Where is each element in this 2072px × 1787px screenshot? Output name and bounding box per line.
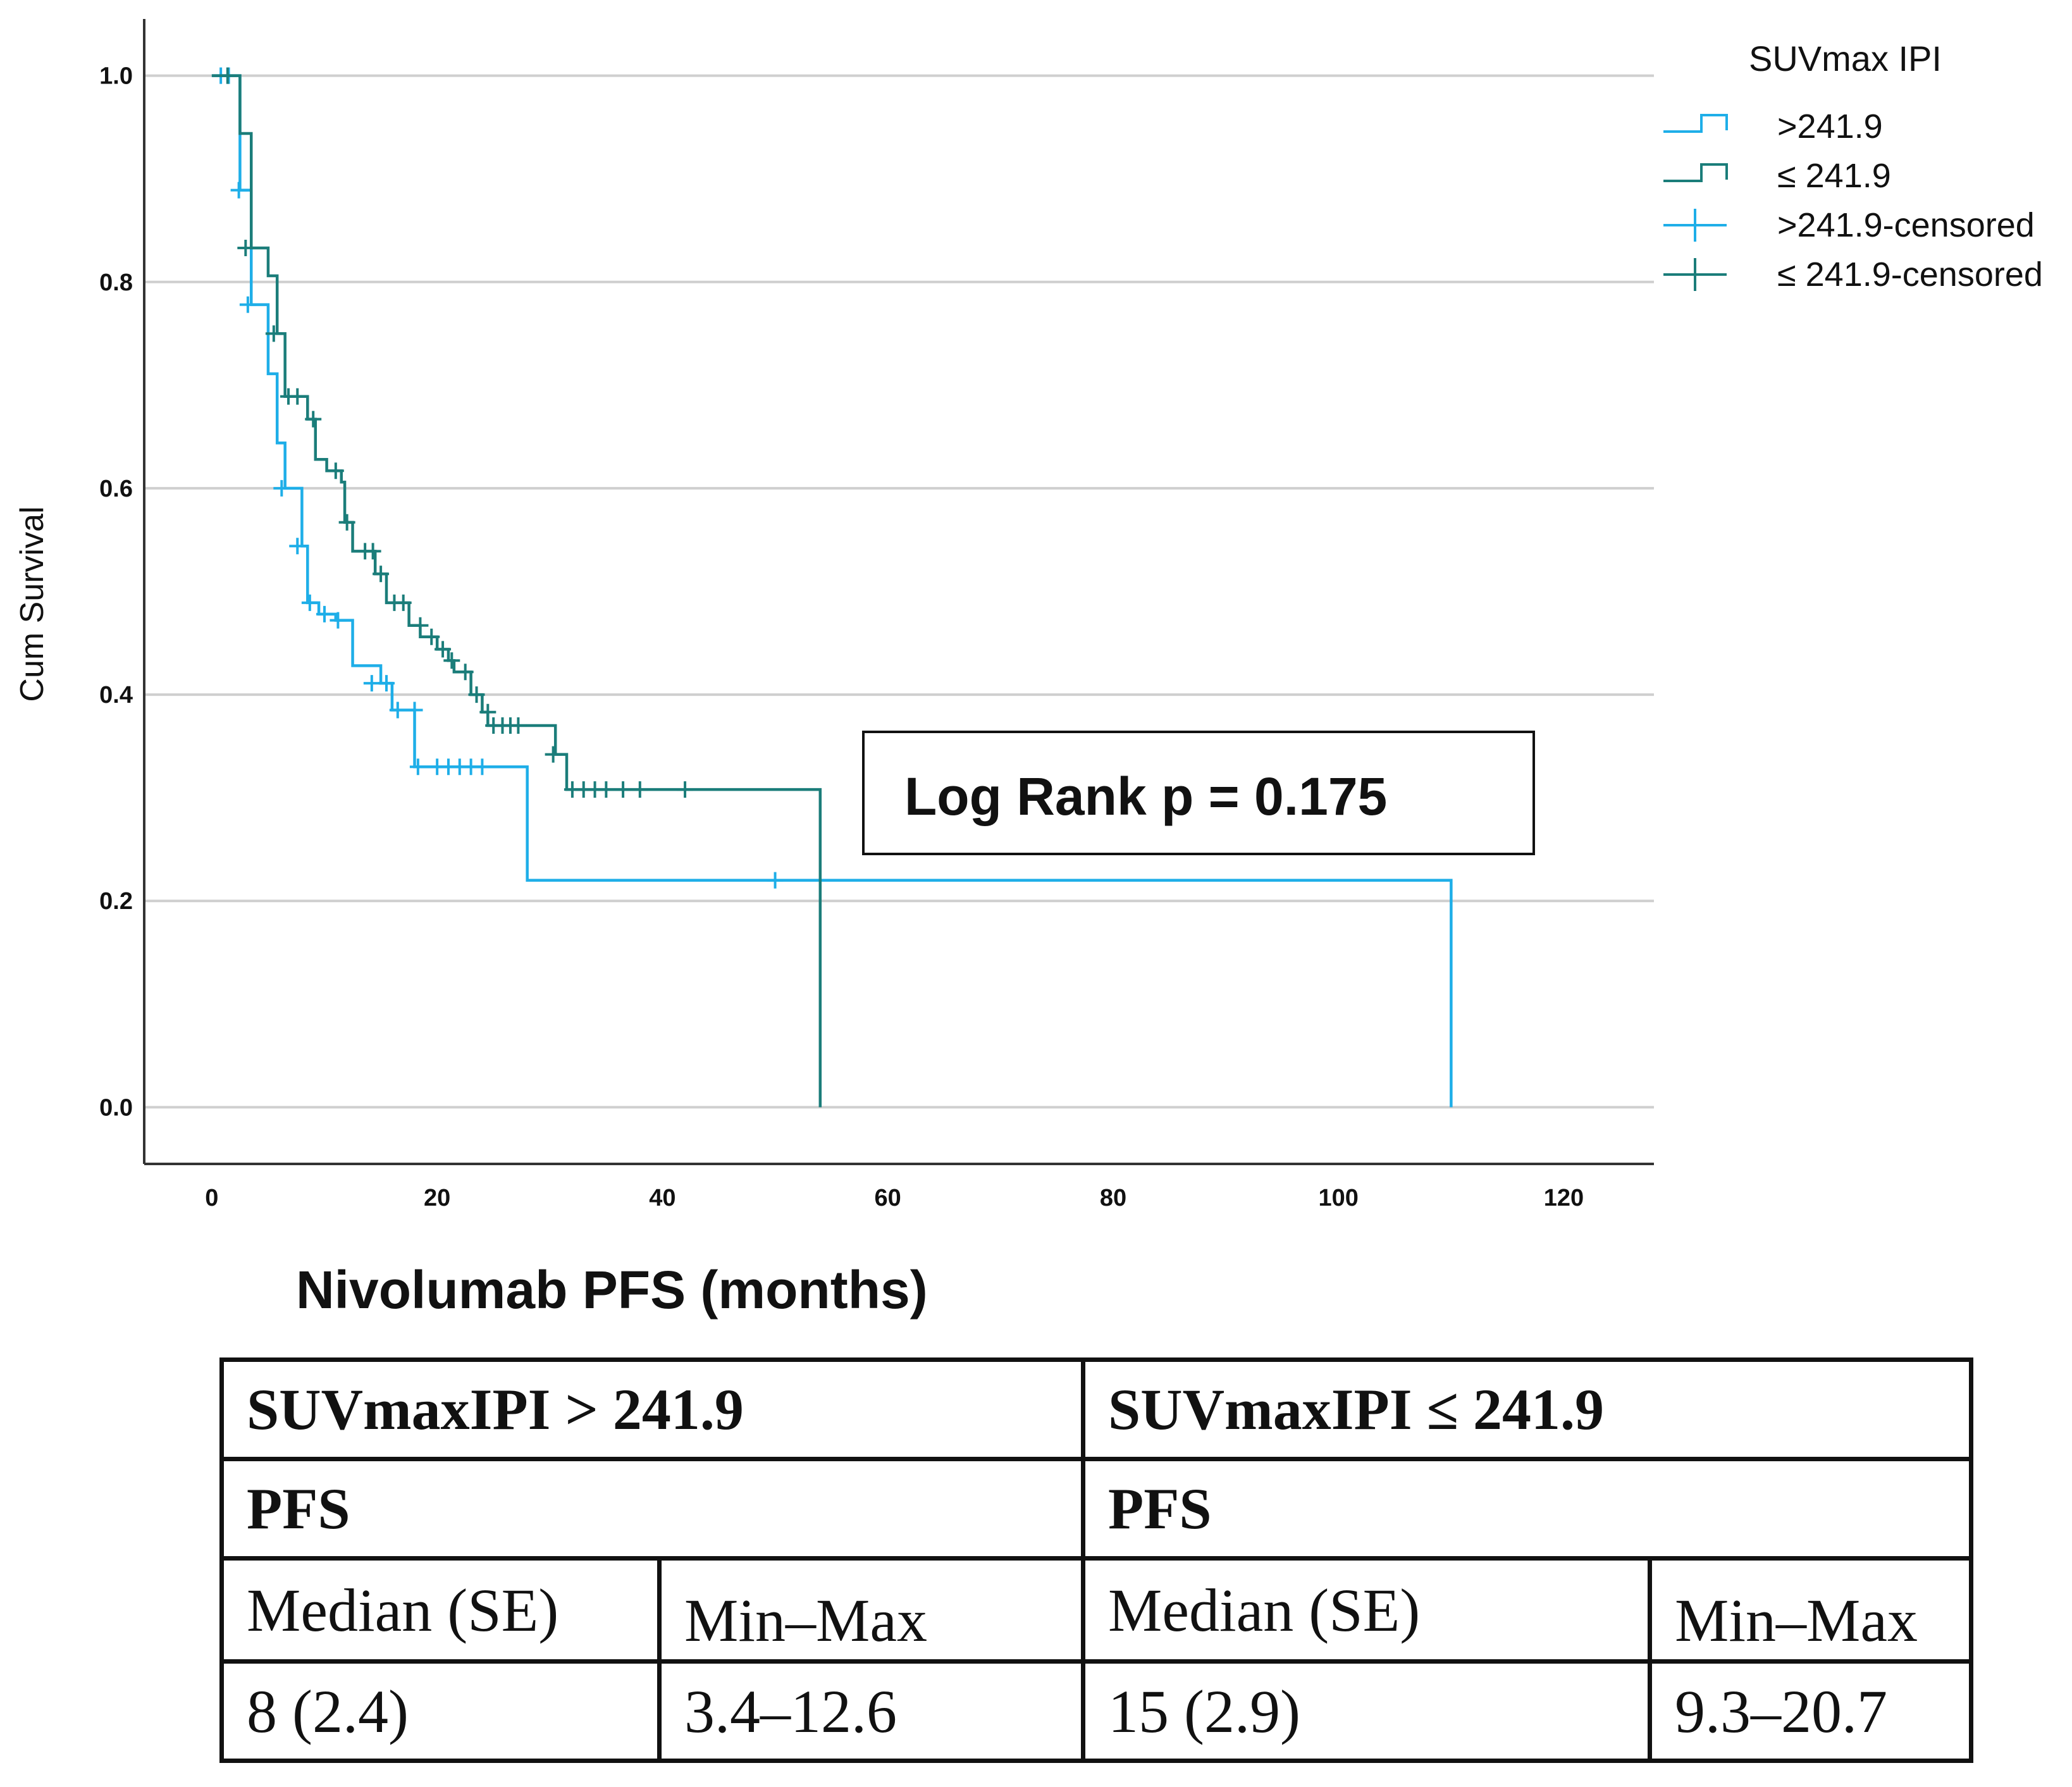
y-axis-title: Cum Survival <box>14 506 51 702</box>
value-minmax-high: 3.4–12.6 <box>657 1659 1086 1763</box>
table-value-row: 8 (2.4) 3.4–12.6 15 (2.9) 9.3–20.7 <box>219 1659 1974 1763</box>
legend: SUVmax IPI >241.9 ≤ 241.9 >241.9-censored ≤… <box>1663 39 2043 294</box>
censor-mark <box>412 617 429 634</box>
x-tick-label: 20 <box>424 1185 450 1211</box>
y-tick-label: 0.8 <box>99 269 133 296</box>
table-subheader-row: PFS PFS <box>219 1457 1974 1561</box>
censor-mark <box>378 675 395 692</box>
log-rank-annotation: Log Rank p = 0.175 <box>904 767 1387 826</box>
legend-line-symbol <box>1663 163 1728 182</box>
axes-layer <box>143 19 1654 1165</box>
censor-mark <box>327 462 344 479</box>
censor-mark <box>479 703 496 720</box>
column-minmax-low: Min–Max <box>1648 1556 1974 1664</box>
censor-mark <box>457 664 474 681</box>
group-header-high: SUVmaxIPI > 241.9 <box>219 1357 1086 1461</box>
km-curve-series-1 <box>211 74 822 1108</box>
legend-title: SUVmax IPI <box>1749 39 1942 78</box>
censor-mark <box>330 612 347 629</box>
censor-mark <box>395 594 412 611</box>
legend-censor-symbol <box>1663 209 1727 242</box>
censor-mark <box>265 325 282 342</box>
censor-mark <box>289 538 306 555</box>
censor-mark <box>219 67 236 84</box>
censor-mark <box>273 479 290 497</box>
column-minmax-high: Min–Max <box>657 1556 1086 1664</box>
x-tick-label: 40 <box>649 1185 675 1211</box>
group-header-low: SUVmaxIPI ≤ 241.9 <box>1081 1357 1974 1461</box>
censor-mark <box>409 758 426 776</box>
y-tick-label: 0.4 <box>99 682 133 708</box>
value-median-high: 8 (2.4) <box>219 1659 662 1763</box>
y-tick-label: 0.2 <box>99 888 133 915</box>
column-median-high: Median (SE) <box>219 1556 662 1664</box>
censor-mark <box>767 872 784 889</box>
censor-mark <box>316 605 333 622</box>
censor-mark <box>545 746 562 763</box>
censor-mark <box>373 566 390 583</box>
censor-mark <box>468 686 485 703</box>
x-tick-label: 0 <box>205 1185 218 1211</box>
censor-mark <box>301 594 318 611</box>
censor-mark <box>406 702 423 719</box>
censor-mark <box>364 543 381 560</box>
censor-mark <box>230 182 247 199</box>
legend-entries: >241.9 ≤ 241.9 >241.9-censored ≤ 241.9-cens… <box>1663 108 2043 294</box>
censor-mark <box>598 781 615 798</box>
censor-mark <box>338 514 355 531</box>
summary-table: SUVmaxIPI > 241.9 SUVmaxIPI ≤ 241.9 PFS … <box>219 1357 1974 1763</box>
legend-label: ≤ 241.9 <box>1777 157 1891 195</box>
censor-mark <box>510 717 527 734</box>
value-median-low: 15 (2.9) <box>1081 1659 1653 1763</box>
x-tick-label: 120 <box>1544 1185 1584 1211</box>
x-tick-label: 60 <box>875 1185 901 1211</box>
subheader-high: PFS <box>219 1457 1086 1561</box>
tick-layer: 0.0 0.2 0.4 0.6 0.8 1.0 0 20 40 60 80 100 120 <box>99 63 1584 1211</box>
value-minmax-low: 9.3–20.7 <box>1648 1659 1974 1763</box>
table-column-row: Median (SE) Min–Max Median (SE) Min–Max <box>219 1556 1974 1664</box>
y-tick-label: 0.6 <box>99 476 133 502</box>
legend-line-symbol <box>1663 114 1728 133</box>
series-layer <box>211 67 1453 1108</box>
grid-layer <box>144 74 1654 1109</box>
table-group-row: SUVmaxIPI > 241.9 SUVmaxIPI ≤ 241.9 <box>219 1357 1974 1461</box>
x-axis-title: Nivolumab PFS (months) <box>296 1260 928 1320</box>
censor-mark <box>389 702 406 719</box>
y-tick-label: 1.0 <box>99 63 133 90</box>
y-tick-label: 0.0 <box>99 1094 133 1121</box>
column-median-low: Median (SE) <box>1081 1556 1653 1664</box>
censor-mark <box>443 652 460 669</box>
annotation-box: Log Rank p = 0.175 <box>862 731 1535 855</box>
censor-mark <box>305 411 322 428</box>
censor-mark <box>435 641 452 658</box>
censor-mark <box>677 781 694 798</box>
censor-mark <box>631 781 648 798</box>
annotation-frame <box>862 731 1535 855</box>
km-curve-series-0 <box>211 74 1453 1108</box>
censor-mark <box>423 628 440 645</box>
censor-mark <box>237 240 254 256</box>
legend-label: ≤ 241.9-censored <box>1777 256 2043 294</box>
legend-censor-symbol <box>1663 258 1727 291</box>
censor-mark <box>239 296 256 313</box>
subheader-low: PFS <box>1081 1457 1974 1561</box>
censor-mark <box>615 781 632 798</box>
legend-label: >241.9-censored <box>1777 206 2035 244</box>
censor-mark <box>289 388 306 405</box>
km-chart: 0.0 0.2 0.4 0.6 0.8 1.0 0 20 40 60 80 100 120 Cum Su… <box>14 19 2043 1320</box>
legend-label: >241.9 <box>1777 108 1883 145</box>
x-tick-label: 100 <box>1319 1185 1359 1211</box>
censor-mark <box>363 675 380 692</box>
x-tick-label: 80 <box>1100 1185 1126 1211</box>
censor-mark <box>474 758 491 776</box>
